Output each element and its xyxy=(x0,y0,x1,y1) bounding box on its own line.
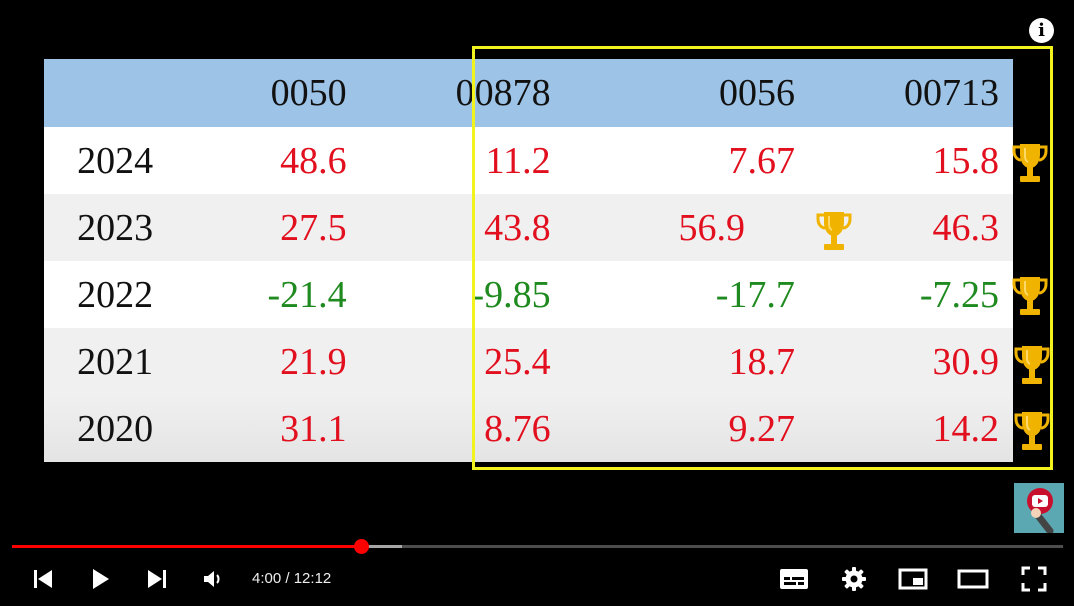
value-cell: 43.8 xyxy=(360,194,565,261)
subtitles-button[interactable] xyxy=(777,555,811,603)
value-cell: -9.85 xyxy=(360,261,565,328)
table-row: 2023 27.5 43.8 56.9 46.3 xyxy=(44,194,1013,261)
table-row: 2024 48.6 11.2 7.67 15.8 xyxy=(44,127,1013,194)
time-separator: / xyxy=(281,570,294,587)
skip-previous-button[interactable] xyxy=(28,555,58,603)
trophy-icon xyxy=(1014,412,1050,450)
value-cell: 31.1 xyxy=(186,395,361,462)
value-cell: 11.2 xyxy=(360,127,565,194)
progress-played xyxy=(12,545,362,548)
year-cell: 2020 xyxy=(44,395,187,462)
fullscreen-icon xyxy=(1021,566,1047,592)
skip-next-icon xyxy=(148,570,166,588)
value-cell: 25.4 xyxy=(360,328,565,395)
subtitles-icon xyxy=(780,569,808,589)
fullscreen-button[interactable] xyxy=(1017,555,1051,603)
value-cell: 15.8 xyxy=(808,127,1013,194)
trophy-icon xyxy=(816,212,852,250)
info-icon[interactable]: i xyxy=(1029,18,1054,43)
player-controls: 4:00 / 12:12 xyxy=(0,555,1074,603)
settings-button[interactable] xyxy=(838,555,870,603)
value-cell: 18.7 xyxy=(564,328,809,395)
value-cell: 27.5 xyxy=(186,194,361,261)
progress-bar[interactable] xyxy=(12,545,1063,548)
value-cell: 8.76 xyxy=(360,395,565,462)
volume-icon xyxy=(204,571,220,587)
skip-previous-icon xyxy=(34,570,52,588)
value-cell: 7.67 xyxy=(564,127,809,194)
gear-icon xyxy=(842,567,866,591)
value-cell: 14.2 xyxy=(808,395,1013,462)
table-header-cell: 0050 xyxy=(186,59,361,127)
value-cell: -21.4 xyxy=(186,261,361,328)
table-header-cell xyxy=(44,59,187,127)
play-button[interactable] xyxy=(86,555,116,603)
value-cell: -7.25 xyxy=(808,261,1013,328)
highlight-box xyxy=(472,46,1053,470)
value-cell: 48.6 xyxy=(186,127,361,194)
value-cell: 30.9 xyxy=(808,328,1013,395)
value-cell: 9.27 xyxy=(564,395,809,462)
play-icon xyxy=(93,569,109,589)
table-header-row: 0050 00878 0056 00713 xyxy=(44,59,1013,127)
time-display: 4:00 / 12:12 xyxy=(252,555,331,603)
table-row: 2020 31.1 8.76 9.27 14.2 xyxy=(44,395,1013,462)
time-current: 4:00 xyxy=(252,570,282,587)
miniplayer-icon xyxy=(898,568,928,590)
returns-table: 0050 00878 0056 00713 2024 48.6 11.2 7.6… xyxy=(44,59,1013,462)
time-total: 12:12 xyxy=(293,570,332,587)
year-cell: 2023 xyxy=(44,194,187,261)
year-cell: 2021 xyxy=(44,328,187,395)
value-cell: 21.9 xyxy=(186,328,361,395)
trophy-icon xyxy=(1014,346,1050,384)
trophy-icon xyxy=(1012,144,1048,182)
trophy-icon xyxy=(1012,277,1048,315)
year-cell: 2022 xyxy=(44,261,187,328)
table-header-cell: 00878 xyxy=(360,59,565,127)
channel-watermark[interactable] xyxy=(1014,483,1064,535)
table-row: 2022 -21.4 -9.85 -17.7 -7.25 xyxy=(44,261,1013,328)
table-row: 2021 21.9 25.4 18.7 30.9 xyxy=(44,328,1013,395)
table-header-cell: 00713 xyxy=(808,59,1013,127)
value-cell: -17.7 xyxy=(564,261,809,328)
skip-next-button[interactable] xyxy=(142,555,172,603)
channel-logo-icon xyxy=(1014,483,1064,535)
value-cell: 56.9 xyxy=(564,194,809,261)
year-cell: 2024 xyxy=(44,127,187,194)
theater-mode-icon xyxy=(957,569,989,589)
volume-button[interactable] xyxy=(198,555,228,603)
scrubber-handle[interactable] xyxy=(354,539,370,554)
table-header-cell: 0056 xyxy=(564,59,809,127)
theater-mode-button[interactable] xyxy=(955,555,991,603)
miniplayer-button[interactable] xyxy=(896,555,930,603)
